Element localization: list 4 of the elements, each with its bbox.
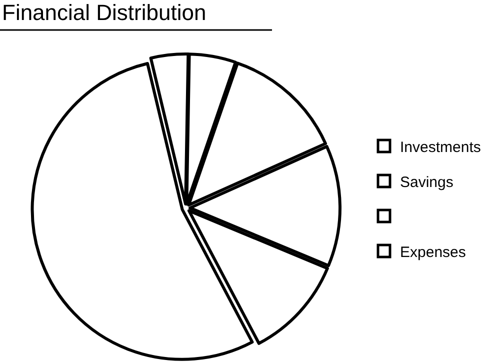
legend-label: Savings <box>400 174 454 191</box>
chart-title: Financial Distribution <box>2 0 206 25</box>
legend-label: Expenses <box>400 244 466 261</box>
legend-label: Investments <box>400 139 481 156</box>
